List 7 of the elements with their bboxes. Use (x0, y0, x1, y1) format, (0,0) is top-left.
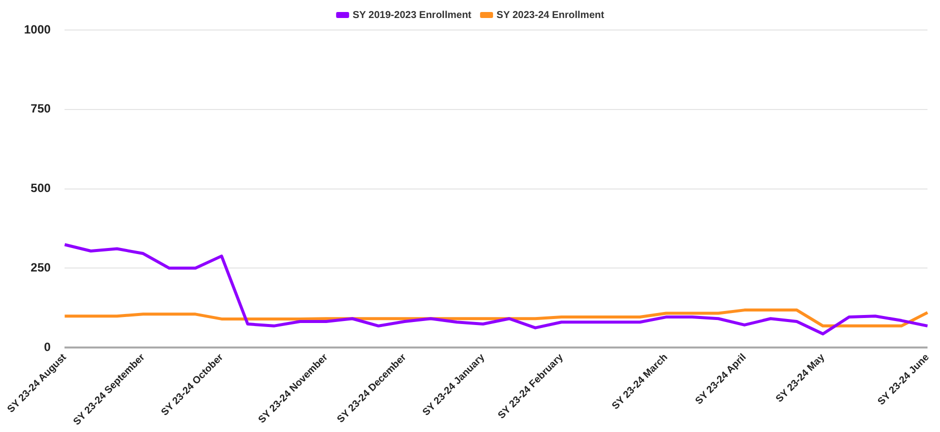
y-tick-label: 1000 (24, 22, 52, 36)
legend-label: SY 2019-2023 Enrollment (352, 10, 472, 21)
legend-label: SY 2023-24 Enrollment (496, 10, 605, 21)
y-tick-label: 500 (30, 181, 52, 196)
y-tick-label: 750 (30, 102, 52, 116)
y-tick-label: 0 (44, 340, 52, 354)
y-tick-label: 250 (30, 260, 52, 274)
